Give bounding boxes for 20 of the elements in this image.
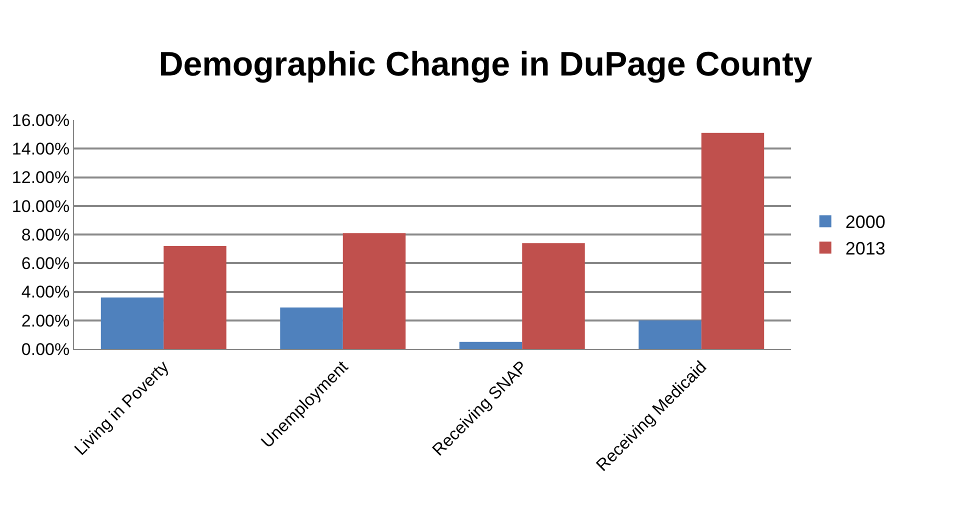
bar xyxy=(280,307,343,349)
y-tick-label: 8.00% xyxy=(21,225,70,244)
y-tick-label: 12.00% xyxy=(12,168,70,188)
y-tick-label: 6.00% xyxy=(21,254,70,274)
bar xyxy=(100,297,164,349)
bar xyxy=(342,233,406,349)
bar xyxy=(522,243,585,349)
y-tick-label: 14.00% xyxy=(12,140,70,159)
y-tick-label: 2.00% xyxy=(21,311,70,330)
chart-title: Demographic Change in DuPage County xyxy=(158,46,812,84)
y-tick-label: 16.00% xyxy=(12,110,70,130)
y-tick-label: 0.00% xyxy=(21,340,70,359)
legend-label: 2013 xyxy=(845,238,886,259)
bar xyxy=(638,320,702,349)
bar xyxy=(701,132,764,349)
bar xyxy=(164,246,226,349)
y-tick-label: 10.00% xyxy=(12,196,70,216)
legend-label: 2000 xyxy=(845,212,886,232)
y-tick-label: 4.00% xyxy=(21,282,70,302)
bar xyxy=(459,342,522,349)
